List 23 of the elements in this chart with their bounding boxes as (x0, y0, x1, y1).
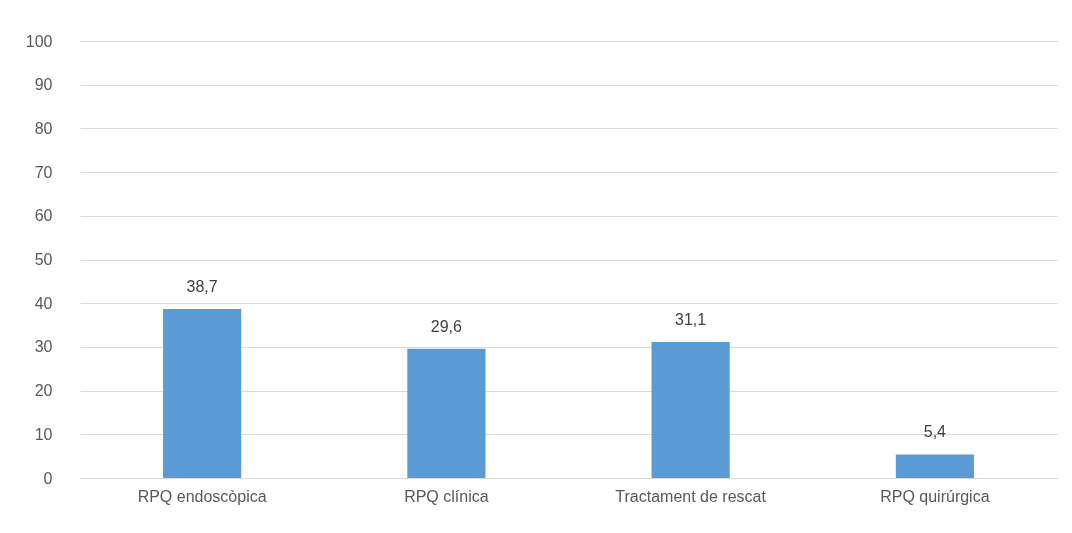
y-tick-label: 20 (34, 382, 53, 400)
y-tick-label: 60 (34, 207, 53, 225)
y-tick-label: 40 (34, 294, 53, 312)
data-label: 29,6 (430, 317, 463, 335)
data-label: 31,1 (675, 311, 707, 329)
y-tick-label: 50 (34, 251, 53, 268)
y-tick-label: 10 (34, 425, 53, 443)
bar (163, 308, 242, 478)
x-tick-label: RPQ endoscòpica (137, 487, 267, 505)
y-tick-label: 100 (25, 32, 53, 50)
x-tick-label: Tractament de rescat (615, 487, 767, 505)
bar (651, 342, 730, 478)
x-tick-label: RPQ clínica (404, 487, 489, 505)
y-tick-label: 30 (34, 338, 53, 356)
data-label: 38,7 (186, 277, 218, 295)
bar (407, 348, 486, 478)
data-label: 5,4 (923, 423, 947, 441)
y-tick-label: 90 (34, 76, 53, 94)
y-tick-label: 70 (34, 163, 53, 181)
y-tick-label: 0 (43, 469, 53, 487)
y-tick-label: 80 (34, 119, 53, 137)
bar (895, 454, 974, 478)
x-tick-label: RPQ quirúrgica (880, 487, 990, 505)
